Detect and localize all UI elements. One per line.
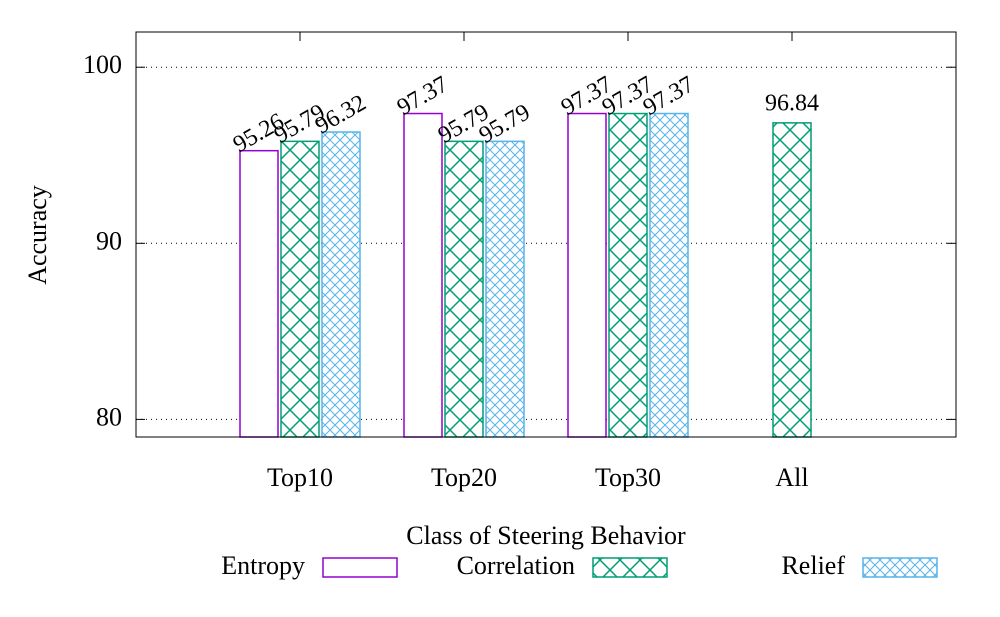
bar [444, 140, 484, 438]
x-axis-label: Class of Steering Behavior [406, 521, 686, 550]
value-label: 96.84 [765, 90, 819, 116]
plot-frame [135, 31, 957, 438]
bar [567, 112, 607, 438]
x-tick-label: Top10 [267, 463, 333, 492]
bar [321, 131, 361, 438]
x-tick-label: All [775, 463, 808, 492]
bar [772, 122, 812, 438]
legend-label: Correlation [457, 551, 575, 580]
y-tick-label: 100 [83, 50, 122, 79]
y-tick-label: 90 [96, 226, 122, 255]
legend-swatch [862, 557, 938, 578]
bar [280, 140, 320, 438]
x-tick-label: Top30 [595, 463, 661, 492]
bar [485, 140, 525, 438]
bar [403, 112, 443, 438]
legend-label: Entropy [221, 551, 305, 580]
y-tick-label: 80 [96, 402, 122, 431]
bar [239, 149, 279, 438]
legend-label: Relief [781, 551, 845, 580]
legend-swatch [592, 557, 668, 578]
legend-swatch [322, 557, 398, 578]
x-tick-label: Top20 [431, 463, 497, 492]
y-axis-label: Accuracy [23, 185, 52, 285]
bar [649, 112, 689, 438]
bar [608, 112, 648, 438]
